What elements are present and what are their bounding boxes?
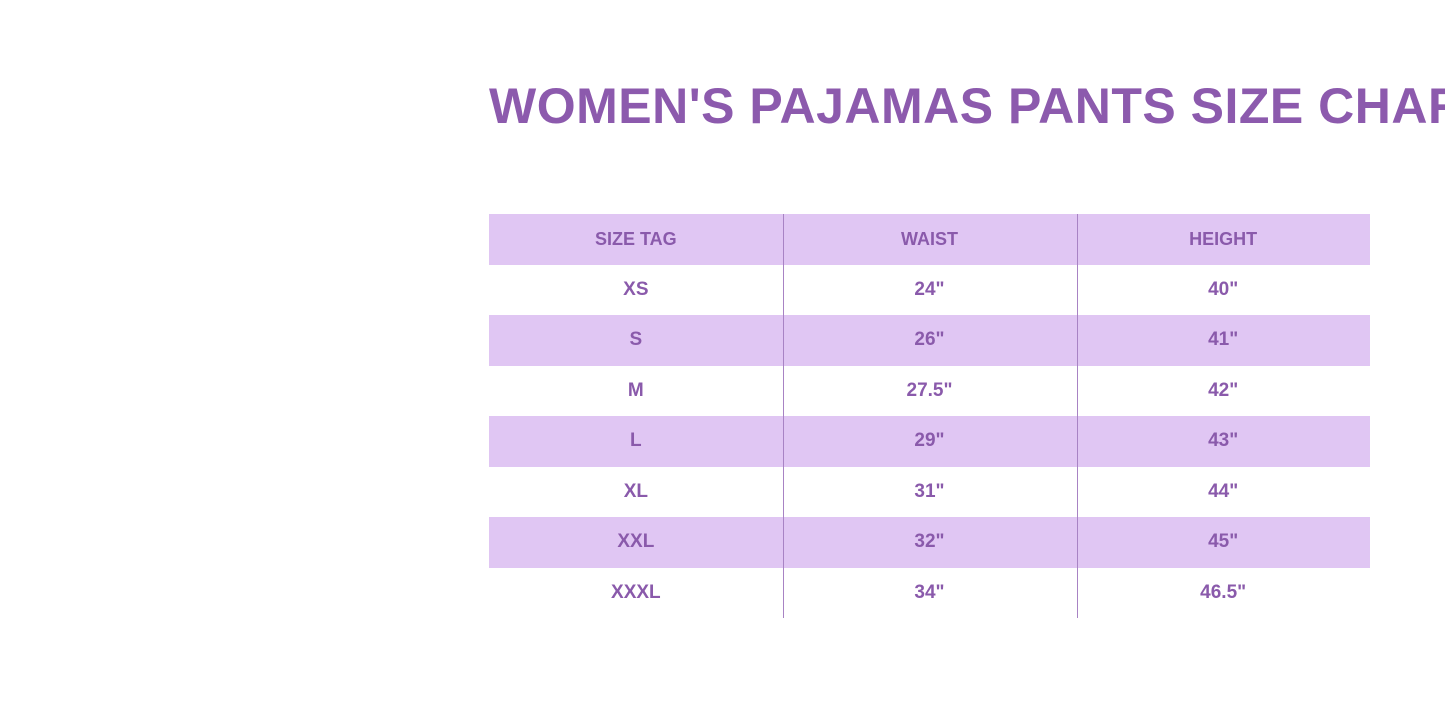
table-row: M 27.5" 42" — [489, 366, 1370, 417]
table-row: XS 24" 40" — [489, 265, 1370, 316]
size-chart-table: SIZE TAG WAIST HEIGHT XS 24" 40" S 26" 41" M 27… — [489, 214, 1370, 618]
height-cell: 42" — [1208, 379, 1239, 401]
height-cell: 44" — [1208, 480, 1239, 502]
height-cell: 46.5" — [1200, 581, 1247, 603]
column-divider — [783, 214, 784, 618]
height-cell: 40" — [1208, 278, 1239, 300]
table-row: L 29" 43" — [489, 416, 1370, 467]
size-tag-cell: XL — [623, 480, 648, 502]
waist-cell: 34" — [914, 581, 945, 603]
header-size-tag: SIZE TAG — [595, 228, 677, 249]
waist-cell: 29" — [914, 430, 945, 452]
table-header-row: SIZE TAG WAIST HEIGHT — [489, 214, 1370, 265]
size-tag-cell: XXXL — [611, 581, 661, 603]
table-row: XXL 32" 45" — [489, 517, 1370, 568]
waist-cell: 31" — [914, 480, 945, 502]
height-cell: 41" — [1208, 329, 1239, 351]
height-cell: 43" — [1208, 430, 1239, 452]
table-row: XL 31" 44" — [489, 467, 1370, 518]
header-waist: WAIST — [901, 228, 958, 249]
header-height: HEIGHT — [1189, 228, 1258, 249]
waist-cell: 24" — [914, 278, 945, 300]
size-tag-cell: XXL — [617, 531, 655, 553]
table-row: XXXL 34" 46.5" — [489, 568, 1370, 619]
column-divider — [1077, 214, 1078, 618]
size-tag-cell: S — [629, 329, 643, 351]
waist-cell: 32" — [914, 531, 945, 553]
size-tag-cell: L — [630, 430, 642, 452]
size-tag-cell: M — [627, 379, 644, 401]
page-title: WOMEN'S PAJAMAS PANTS SIZE CHART — [489, 78, 1445, 134]
size-tag-cell: XS — [623, 278, 649, 300]
waist-cell: 27.5" — [906, 379, 953, 401]
waist-cell: 26" — [914, 329, 945, 351]
height-cell: 45" — [1208, 531, 1239, 553]
table-row: S 26" 41" — [489, 315, 1370, 366]
